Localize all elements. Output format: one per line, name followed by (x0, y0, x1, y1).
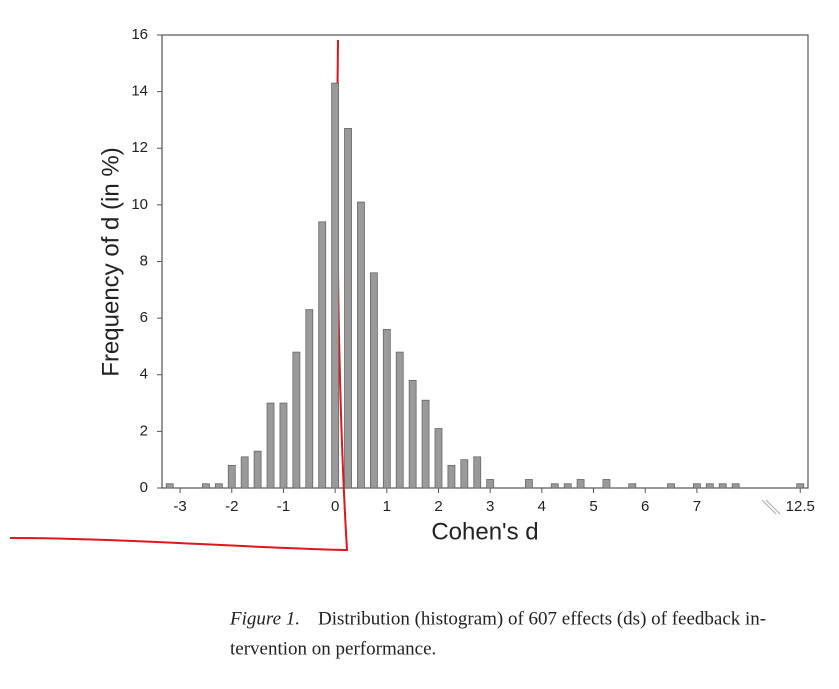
x-tick-label: -1 (277, 498, 290, 515)
y-axis-label: Frequency of d (in %) (97, 147, 124, 376)
bar (602, 479, 611, 489)
bar (357, 201, 365, 489)
x-tick-label: 4 (538, 498, 546, 515)
bar (563, 483, 572, 489)
x-tick-label: -3 (173, 498, 186, 515)
bar (576, 479, 585, 489)
x-tick-label: 12.5 (786, 498, 815, 515)
caption-text: Distribution (histogram) of 607 effects … (318, 608, 766, 629)
bar (227, 464, 236, 489)
x-tick-label: 7 (693, 498, 701, 515)
break-mark (765, 499, 781, 515)
y-tick-label: 10 (131, 196, 148, 213)
bar (525, 479, 533, 489)
bar (266, 402, 275, 489)
y-tick-label: 12 (131, 139, 148, 156)
bar (292, 351, 301, 489)
break-mark (761, 499, 777, 515)
bar (460, 459, 469, 489)
x-tick-label: 0 (331, 498, 339, 515)
bar (447, 464, 456, 489)
y-tick-label: 6 (140, 309, 148, 326)
axis-break (761, 499, 781, 515)
bar (214, 483, 223, 489)
bar (344, 128, 352, 489)
x-tick-label: 6 (641, 498, 649, 515)
bar (550, 483, 559, 489)
bar (305, 309, 314, 489)
bar (692, 483, 701, 489)
x-tick-label: 1 (383, 498, 391, 515)
bar (718, 483, 727, 489)
caption-text: tervention on performance. (230, 638, 436, 659)
bar (279, 402, 288, 489)
plot-frame (161, 34, 809, 489)
y-tick-label: 2 (140, 422, 148, 439)
y-tick-label: 14 (131, 83, 148, 100)
bar (731, 483, 740, 489)
bar (667, 483, 675, 489)
caption-label: Figure 1. (229, 608, 300, 629)
x-tick-label: 2 (434, 498, 442, 515)
bar (395, 351, 404, 489)
bar (202, 483, 210, 489)
bar (165, 483, 174, 489)
bar (796, 483, 805, 489)
bar (318, 221, 327, 489)
bar (473, 456, 482, 489)
x-axis-label: Cohen's d (431, 518, 538, 545)
bar (434, 428, 443, 489)
bar (628, 483, 637, 489)
bar (486, 479, 495, 489)
bar (408, 380, 417, 489)
x-tick-label: -2 (225, 498, 238, 515)
y-tick-label: 0 (140, 479, 148, 496)
y-tick-label: 4 (140, 366, 148, 383)
bar (240, 456, 249, 489)
bar (382, 329, 391, 489)
bar (369, 272, 378, 489)
y-tick-label: 16 (131, 26, 148, 43)
bar (331, 82, 340, 489)
bar (253, 450, 262, 489)
x-tick-label: 3 (486, 498, 494, 515)
bar (421, 399, 430, 489)
x-tick-label: 5 (589, 498, 597, 515)
y-tick-label: 8 (140, 252, 148, 269)
bar (705, 483, 714, 489)
